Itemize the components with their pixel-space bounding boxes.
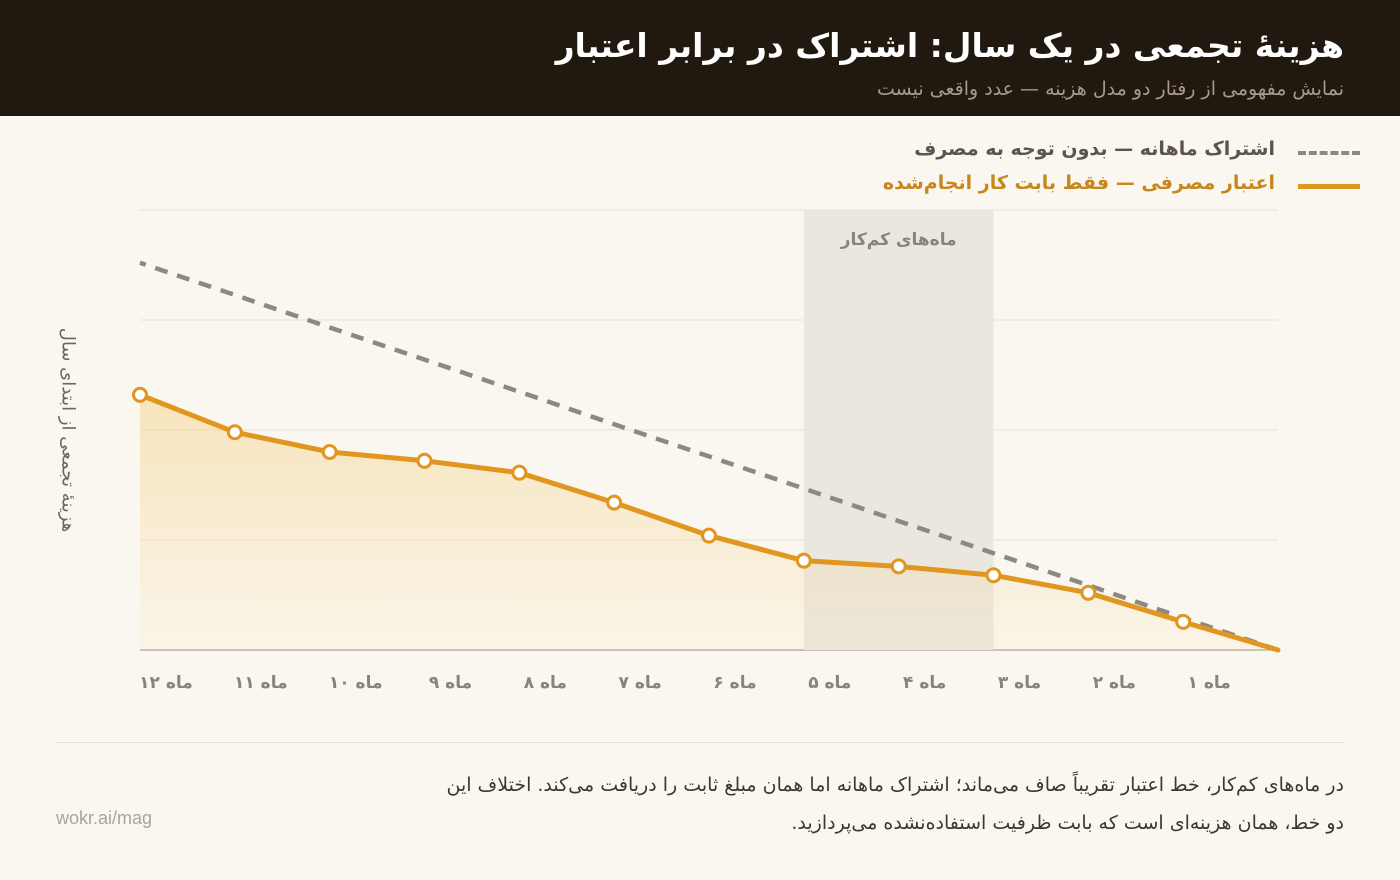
x-tick-label: ماه ۲ [1093, 673, 1136, 693]
credit-point [606, 494, 623, 511]
legend-item-credit: اعتبار مصرفی — فقط بابت کار انجام‌شده [675, 172, 1360, 206]
credit-point [132, 386, 148, 403]
credit-point [226, 424, 243, 441]
chart-title: هزینهٔ تجمعی در یک سال: اشتراک در برابر … [555, 26, 1344, 65]
x-tick-label: ماه ۵ [808, 673, 851, 693]
credit-point [701, 527, 717, 544]
band-label: ماه‌های کم‌کار [840, 230, 957, 250]
header-bar: هزینهٔ تجمعی در یک سال: اشتراک در برابر … [0, 0, 1400, 116]
legend: اشتراک ماهانه — بدون توجه به مصرف اعتبار… [675, 138, 1360, 206]
credit-point [321, 444, 338, 460]
series-line-subscription [139, 260, 1279, 653]
legend-label-subscription: اشتراک ماهانه — بدون توجه به مصرف [914, 138, 1275, 160]
legend-label-credit: اعتبار مصرفی — فقط بابت کار انجام‌شده [882, 172, 1275, 194]
credit-point [1080, 584, 1097, 601]
x-tick-label: ماه ۱۲ [139, 673, 193, 693]
x-tick-label: ماه ۹ [429, 673, 472, 693]
x-tick-label: ماه ۱۱ [234, 673, 288, 693]
brand-link[interactable]: wokr.ai/mag [56, 808, 153, 828]
legend-swatch-credit [1298, 184, 1360, 189]
x-tick-label: ماه ۳ [998, 673, 1041, 693]
credit-point [795, 552, 812, 569]
legend-item-subscription: اشتراک ماهانه — بدون توجه به مصرف [675, 138, 1360, 172]
series-points [132, 386, 1192, 630]
x-tick-label: ماه ۱۰ [329, 673, 383, 693]
credit-area [140, 394, 1278, 650]
credit-point [985, 567, 1002, 584]
credit-point [416, 452, 433, 469]
legend-swatch-subscription [1298, 151, 1360, 155]
x-tick-label: ماه ۶ [713, 673, 756, 693]
x-tick-label: ماه ۷ [619, 673, 662, 693]
credit-area-fill [140, 394, 1278, 650]
chart-subtitle: نمایش مفهومی از رفتار دو مدل هزینه — عدد… [877, 78, 1344, 100]
footer-divider [56, 742, 1344, 743]
x-tick-label: ماه ۱ [1188, 673, 1231, 693]
x-tick-label: ماه ۴ [903, 673, 946, 693]
x-axis-ticks: ماه ۱ ماه ۲ ماه ۳ ماه ۴ ماه ۵ ماه ۶ ماه ۷ ماه ۸… [139, 673, 1231, 693]
credit-point [511, 464, 528, 481]
credit-point [890, 558, 907, 575]
x-tick-label: ماه ۸ [524, 673, 567, 693]
footer-note: در ماه‌های کم‌کار، خط اعتبار تقریباً صاف… [446, 774, 1344, 834]
credit-point [1175, 613, 1192, 630]
